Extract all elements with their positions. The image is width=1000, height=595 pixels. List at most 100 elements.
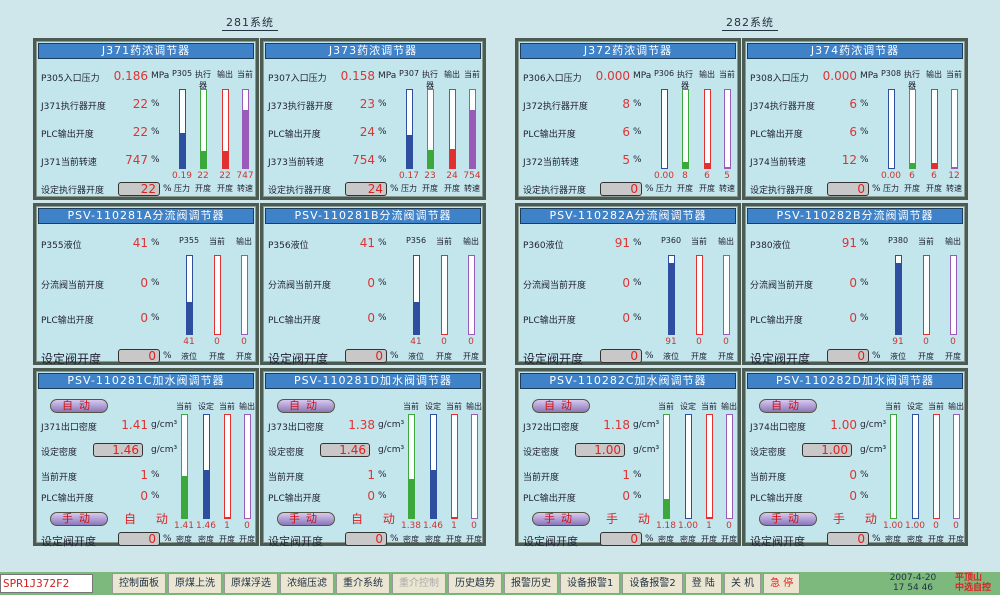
bar-value: 1.00 [904,521,926,531]
manual-button[interactable]: 手动 [277,512,335,526]
nav-button[interactable]: 重介系统 [336,573,390,594]
row-value: 5 [622,153,630,167]
bar-label: 开度 [691,352,707,361]
nav-button[interactable]: 控制面板 [112,573,166,594]
bar-header: P308 [880,69,902,78]
set-density-input[interactable]: 1.00 [575,443,625,457]
setpoint-input[interactable]: 0 [600,532,642,546]
bar-value: 0 [471,521,477,531]
auto-button[interactable]: 自动 [277,399,335,413]
nav-button[interactable]: 登 陆 [684,573,722,594]
setpoint-input[interactable]: 22 [118,182,160,196]
bar-label: 开度 [446,535,462,544]
nav-button[interactable]: 历史趋势 [448,573,502,594]
row-value: 1 [367,468,375,482]
bar-label: 压力 [656,184,672,193]
bar-value: 0 [923,337,929,347]
level-bar [912,414,919,519]
setpoint-input[interactable]: 0 [345,532,387,546]
row-value: 22 [132,97,148,111]
set-density-input[interactable]: 1.46 [320,443,370,457]
nav-button[interactable]: 关 机 [723,573,762,594]
bar-label: 开度 [466,535,482,544]
setpoint-input[interactable]: 0 [600,182,642,196]
nav-button[interactable]: 报警历史 [504,573,558,594]
controller-panel: PSV-110281D加水阀调节器 J373出口密度 1.38 g/cm³ 设定密度 1.… [260,368,486,548]
nav-button[interactable]: 急 停 [763,573,801,594]
nav-button[interactable]: 原煤浮选 [224,573,278,594]
bar-label: 转速 [237,184,253,193]
tag-input[interactable]: SPR1J372F2 [0,574,93,593]
setpoint-input[interactable]: 0 [600,349,642,363]
row-label: J372当前转速 [523,158,579,168]
setpoint-input[interactable]: 0 [345,349,387,363]
setpoint-input[interactable]: 0 [827,349,869,363]
level-bar [685,414,692,519]
datetime: 2007-4-20 17 54 46 [878,573,948,593]
controller-panel: PSV-110282C加水阀调节器 J372出口密度 1.18 g/cm³ 设定密度 1.… [515,368,741,548]
row-label: 分流阀当前开度 [41,281,105,291]
level-bar [950,255,957,335]
nav-button[interactable]: 设备报警2 [622,573,683,594]
bar-value: 0 [726,521,732,531]
setpoint-unit: % [872,184,881,194]
row-label: PLC输出开度 [41,316,94,326]
setpoint-input[interactable]: 0 [827,532,869,546]
nav-button[interactable]: 设备报警1 [560,573,621,594]
auto-button[interactable]: 自动 [532,399,590,413]
setpoint-input[interactable]: 0 [118,349,160,363]
manual-button[interactable]: 手动 [759,512,817,526]
row-label: PLC输出开度 [523,494,576,504]
setpoint-unit: % [872,534,881,544]
setpoint-input[interactable]: 24 [345,182,387,196]
setpoint-unit: % [390,184,399,194]
row-unit: % [151,238,160,248]
manual-button[interactable]: 手动 [50,512,108,526]
level-bar [471,414,478,519]
bar-label: 开度 [436,352,452,361]
bar-value: 91 [665,337,677,347]
level-bar-fill [705,163,710,168]
auto-button[interactable]: 自动 [759,399,817,413]
bar-header: 当前 [176,402,192,411]
bar-value: 0 [468,337,474,347]
bar-label: 密度 [680,535,696,544]
setpoint-input[interactable]: 0 [827,182,869,196]
row-label: P307入口压力 [268,74,327,84]
panel-title: PSV-110282D加水阀调节器 [747,373,963,389]
bar-header: 设定 [198,402,214,411]
bar-label: 开度 [209,352,225,361]
bar-label: 密度 [403,535,419,544]
level-bar [696,255,703,335]
bar-label: 开度 [195,184,211,193]
bar-header: 输出 [721,402,737,411]
row-unit: g/cm³ [151,445,178,455]
nav-button[interactable]: 原煤上洗 [168,573,222,594]
row-label: P306入口压力 [523,74,582,84]
auto-button[interactable]: 自动 [50,399,108,413]
level-bar-fill [952,167,957,168]
row-unit: % [860,470,869,480]
row-label: J373当前转速 [268,158,324,168]
nav-button[interactable]: 浓缩压滤 [280,573,334,594]
bar-value: 6 [931,171,937,181]
row-unit: g/cm³ [633,420,660,430]
bar-header: 设定 [907,402,923,411]
set-density-input[interactable]: 1.00 [802,443,852,457]
row-unit: % [151,278,160,288]
row-unit: g/cm³ [860,445,887,455]
bar-value: 0.00 [653,171,675,181]
bar-header: P356 [405,236,427,245]
setpoint-input[interactable]: 0 [118,532,160,546]
row-value: 1 [622,468,630,482]
row-value: 6 [622,125,630,139]
manual-button[interactable]: 手动 [532,512,590,526]
set-density-input[interactable]: 1.46 [93,443,143,457]
row-unit: % [860,313,869,323]
row-value: 0 [622,489,630,503]
row-label: PLC输出开度 [750,494,803,504]
row-label: PLC输出开度 [523,316,576,326]
setpoint-label: 设定阀开度 [41,352,102,366]
bar-value: 6 [909,171,915,181]
row-value: 0.158 [340,69,375,83]
